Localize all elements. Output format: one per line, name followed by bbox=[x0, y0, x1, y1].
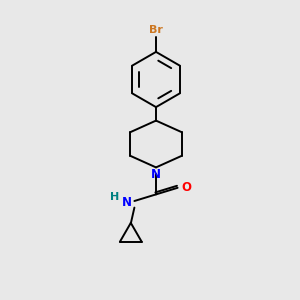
Text: N: N bbox=[151, 168, 161, 181]
Text: N: N bbox=[122, 196, 132, 209]
Text: H: H bbox=[110, 192, 119, 202]
Text: Br: Br bbox=[149, 26, 163, 35]
Text: O: O bbox=[182, 181, 191, 194]
